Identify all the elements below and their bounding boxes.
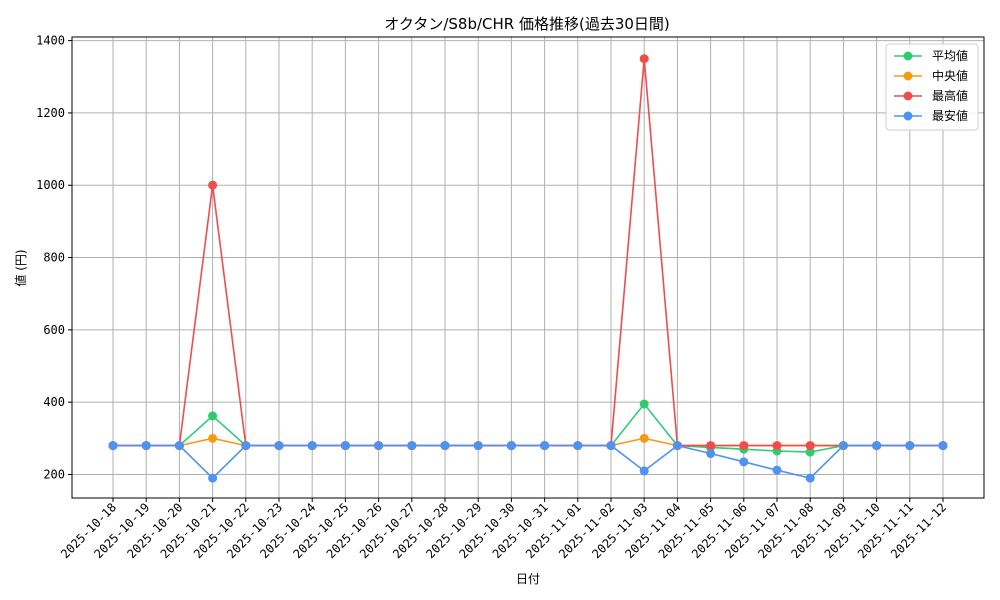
legend-item: 最安値 — [894, 108, 968, 123]
legend-label: 最安値 — [932, 108, 968, 123]
y-tick-label: 1000 — [36, 178, 65, 192]
series-line — [113, 437, 943, 447]
legend-marker — [903, 51, 913, 61]
data-point — [805, 473, 815, 483]
data-point — [540, 441, 550, 451]
legend-item: 中央値 — [894, 68, 968, 83]
data-point — [639, 466, 649, 476]
data-point — [573, 441, 583, 451]
legend-item: 最高値 — [894, 88, 968, 103]
legend-label: 最高値 — [932, 88, 968, 103]
series-line — [113, 58, 943, 447]
series-3 — [108, 441, 948, 483]
data-point — [838, 441, 848, 451]
data-point — [174, 441, 184, 451]
data-point — [706, 449, 716, 459]
data-point — [108, 441, 118, 451]
legend-item: 平均値 — [894, 48, 968, 63]
data-point — [407, 441, 417, 451]
data-point — [739, 457, 749, 467]
data-point — [772, 465, 782, 475]
data-point — [639, 433, 649, 443]
data-point — [506, 441, 516, 451]
grid — [72, 37, 984, 498]
data-point — [208, 473, 218, 483]
y-tick-label: 1400 — [36, 34, 65, 48]
y-axis-ticks: 200 400 600 800 1000 1200 1400 — [36, 34, 72, 481]
data-point — [340, 441, 350, 451]
y-tick-label: 1200 — [36, 106, 65, 120]
chart-title: オクタン/S8b/CHR 価格推移(過去30日間) — [384, 15, 670, 33]
y-tick-label: 600 — [43, 323, 65, 337]
data-point — [274, 441, 284, 451]
legend-box — [885, 43, 979, 131]
series-lines — [108, 54, 948, 483]
data-point — [208, 180, 218, 190]
data-point — [374, 441, 384, 451]
data-point — [241, 441, 251, 451]
series-2 — [108, 54, 948, 451]
data-point — [805, 441, 815, 451]
y-tick-label: 800 — [43, 251, 65, 265]
data-point — [805, 447, 815, 457]
series-line — [113, 444, 943, 480]
data-point — [739, 441, 749, 451]
data-point — [639, 399, 649, 409]
legend-marker — [903, 111, 913, 121]
x-axis-ticks: 2025-10-182025-10-192025-10-202025-10-21… — [58, 498, 949, 561]
y-tick-label: 200 — [43, 467, 65, 481]
data-point — [606, 441, 616, 451]
legend-marker — [903, 91, 913, 101]
y-tick-label: 400 — [43, 395, 65, 409]
y-axis-label: 値 (円) — [13, 249, 28, 286]
legend-marker — [903, 71, 913, 81]
data-point — [208, 433, 218, 443]
plot-frame — [71, 36, 985, 499]
data-point — [772, 441, 782, 451]
data-point — [473, 441, 483, 451]
legend-label: 中央値 — [932, 68, 968, 83]
data-point — [872, 441, 882, 451]
data-point — [706, 441, 716, 451]
series-0 — [108, 399, 948, 457]
data-point — [141, 441, 151, 451]
data-point — [905, 441, 915, 451]
data-point — [307, 441, 317, 451]
x-axis-label: 日付 — [516, 572, 540, 586]
data-point — [639, 54, 649, 64]
data-point — [938, 441, 948, 451]
legend-label: 平均値 — [932, 48, 968, 63]
data-point — [672, 441, 682, 451]
data-point — [208, 411, 218, 421]
data-point — [440, 441, 450, 451]
